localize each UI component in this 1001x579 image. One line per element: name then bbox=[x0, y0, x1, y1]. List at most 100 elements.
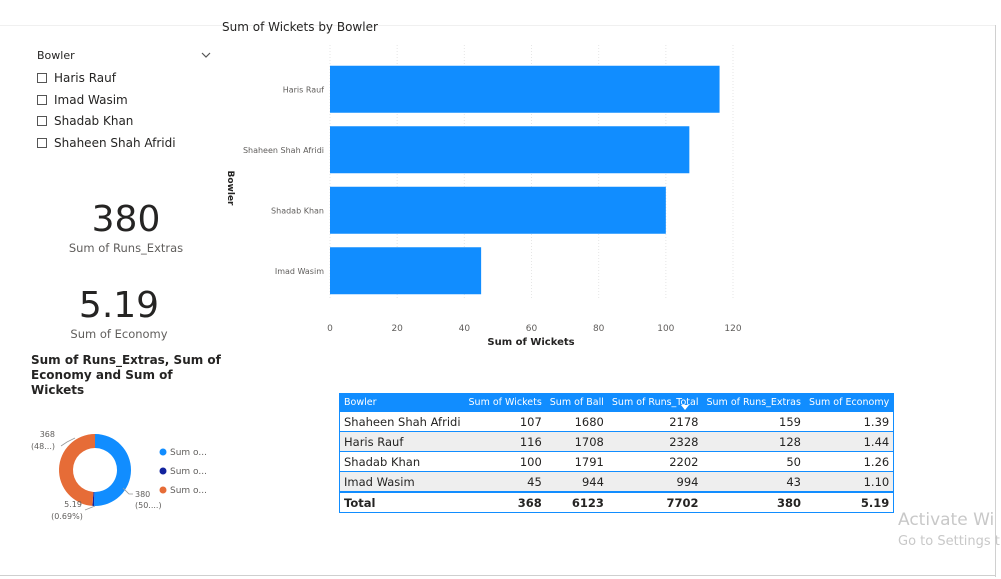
card-value: 380 bbox=[91, 199, 161, 240]
slicer-item-label: Imad Wasim bbox=[54, 92, 128, 107]
card-runs-extras: 380 Sum of Runs_Extras bbox=[56, 199, 196, 256]
y-tick-label: Imad Wasim bbox=[275, 267, 324, 276]
cell: 6123 bbox=[545, 491, 608, 513]
col-header-ball[interactable]: Sum of Ball bbox=[545, 393, 608, 412]
donut-title: Sum of Runs_Extras, Sum of Economy and S… bbox=[31, 353, 221, 397]
x-tick-label: 40 bbox=[459, 324, 471, 334]
x-tick-label: 0 bbox=[327, 324, 333, 334]
card-label: Sum of Runs_Extras bbox=[68, 241, 184, 255]
cell: Haris Rauf bbox=[339, 431, 465, 452]
chevron-down-icon[interactable] bbox=[200, 49, 212, 61]
col-header-runs-extras[interactable]: Sum of Runs_Extras bbox=[702, 393, 805, 412]
leader-line bbox=[84, 505, 96, 511]
cell: 116 bbox=[464, 431, 546, 452]
cell: Total bbox=[339, 491, 465, 513]
legend-entry: Sum o... bbox=[170, 486, 207, 496]
bowler-table: Bowler Sum of Wickets Sum of Ball Sum of… bbox=[339, 393, 895, 513]
cell: 128 bbox=[702, 431, 805, 452]
card-economy: 5.19 Sum of Economy bbox=[49, 285, 189, 342]
slicer-item-label: Shaheen Shah Afridi bbox=[54, 135, 176, 150]
cell: 380 bbox=[702, 491, 805, 513]
x-tick-label: 80 bbox=[593, 324, 605, 334]
col-header-wickets[interactable]: Sum of Wickets bbox=[464, 393, 546, 412]
col-header-runs-total[interactable]: Sum of Runs_Total bbox=[607, 393, 703, 412]
bar bbox=[330, 186, 666, 234]
donut-slice bbox=[59, 434, 95, 506]
donut-slice bbox=[93, 434, 131, 506]
cell: 994 bbox=[607, 471, 703, 492]
cell: Imad Wasim bbox=[339, 471, 465, 492]
data-label-value: 5.19 bbox=[64, 500, 82, 509]
slicer-item-shadab-khan[interactable]: Shadab Khan bbox=[37, 110, 212, 132]
table-row: Shadab Khan 100 1791 2202 50 1.26 bbox=[339, 451, 894, 472]
cell: 1.26 bbox=[804, 451, 894, 472]
slicer-item-label: Haris Rauf bbox=[54, 70, 116, 85]
cell: 2178 bbox=[607, 411, 703, 432]
legend-entry: Sum o... bbox=[170, 448, 207, 458]
slicer-item-haris-rauf[interactable]: Haris Rauf bbox=[37, 67, 212, 89]
card-label: Sum of Economy bbox=[70, 327, 168, 341]
checkbox[interactable] bbox=[37, 72, 47, 83]
y-axis-label: Bowler bbox=[225, 171, 235, 207]
cell: Shaheen Shah Afridi bbox=[339, 411, 465, 432]
checkbox[interactable] bbox=[37, 137, 47, 148]
data-label-pct: (0.69%) bbox=[51, 512, 83, 521]
activate-windows-watermark: Activate Wi bbox=[898, 510, 995, 530]
cell: 7702 bbox=[607, 491, 703, 513]
chart-title: Sum of Wickets by Bowler bbox=[222, 20, 378, 34]
bar bbox=[330, 65, 720, 113]
canvas-bottom-border bbox=[0, 575, 996, 576]
bar bbox=[330, 126, 690, 174]
checkbox[interactable] bbox=[37, 94, 47, 105]
slicer-title: Bowler bbox=[37, 48, 75, 62]
checkbox[interactable] bbox=[37, 116, 47, 127]
col-header-economy[interactable]: Sum of Economy bbox=[804, 393, 894, 412]
data-label-value: 368 bbox=[40, 430, 55, 439]
table-header-row: Bowler Sum of Wickets Sum of Ball Sum of… bbox=[339, 393, 894, 412]
donut-slice bbox=[92, 491, 95, 506]
bar bbox=[330, 247, 482, 295]
cell: 2328 bbox=[607, 431, 703, 452]
canvas-right-border bbox=[995, 25, 996, 577]
activate-windows-subtext: Go to Settings t bbox=[898, 534, 1000, 549]
table-row: Haris Rauf 116 1708 2328 128 1.44 bbox=[339, 431, 894, 452]
cell: 107 bbox=[464, 411, 546, 432]
table-row: Shaheen Shah Afridi 107 1680 2178 159 1.… bbox=[339, 411, 894, 432]
y-tick-label: Haris Rauf bbox=[283, 85, 324, 94]
cell: 2202 bbox=[607, 451, 703, 472]
cell: Shadab Khan bbox=[339, 451, 465, 472]
col-header-bowler[interactable]: Bowler bbox=[339, 393, 465, 412]
legend-entry: Sum o... bbox=[170, 467, 207, 477]
leader-line bbox=[60, 437, 76, 447]
x-tick-label: 60 bbox=[526, 324, 538, 334]
slicer-item-imad-wasim[interactable]: Imad Wasim bbox=[37, 89, 212, 111]
sort-descending-icon bbox=[681, 405, 689, 410]
bowler-slicer: Bowler Haris Rauf Imad Wasim Shadab Khan… bbox=[37, 46, 212, 154]
x-axis-label: Sum of Wickets bbox=[487, 337, 574, 348]
x-tick-label: 100 bbox=[657, 324, 674, 334]
cell: 1680 bbox=[545, 411, 608, 432]
slicer-item-shaheen-shah-afridi[interactable]: Shaheen Shah Afridi bbox=[37, 132, 212, 154]
table-total-row: Total 368 6123 7702 380 5.19 bbox=[339, 491, 894, 513]
cell: 43 bbox=[702, 471, 805, 492]
legend-marker bbox=[159, 486, 167, 494]
card-value: 5.19 bbox=[78, 285, 160, 326]
bar-chart: Sum of Wickets by Bowler 0 20 40 60 80 100 120 H… bbox=[222, 20, 742, 348]
cell: 1791 bbox=[545, 451, 608, 472]
table-row: Imad Wasim 45 944 994 43 1.10 bbox=[339, 471, 894, 492]
donut-chart: 380 (50....) 5.19 (0.69%) 368 (48...) Sum o...… bbox=[31, 430, 207, 521]
cell: 50 bbox=[702, 451, 805, 472]
legend-marker bbox=[159, 448, 167, 456]
cell: 100 bbox=[464, 451, 546, 472]
cell: 368 bbox=[464, 491, 546, 513]
cell: 944 bbox=[545, 471, 608, 492]
slicer-header[interactable]: Bowler bbox=[37, 46, 212, 64]
cell: 1.10 bbox=[804, 471, 894, 492]
legend-marker bbox=[159, 467, 167, 475]
cell: 1.44 bbox=[804, 431, 894, 452]
y-tick-label: Shadab Khan bbox=[271, 206, 324, 215]
cell: 1708 bbox=[545, 431, 608, 452]
data-label-pct: (48...) bbox=[31, 442, 55, 451]
cell: 1.39 bbox=[804, 411, 894, 432]
